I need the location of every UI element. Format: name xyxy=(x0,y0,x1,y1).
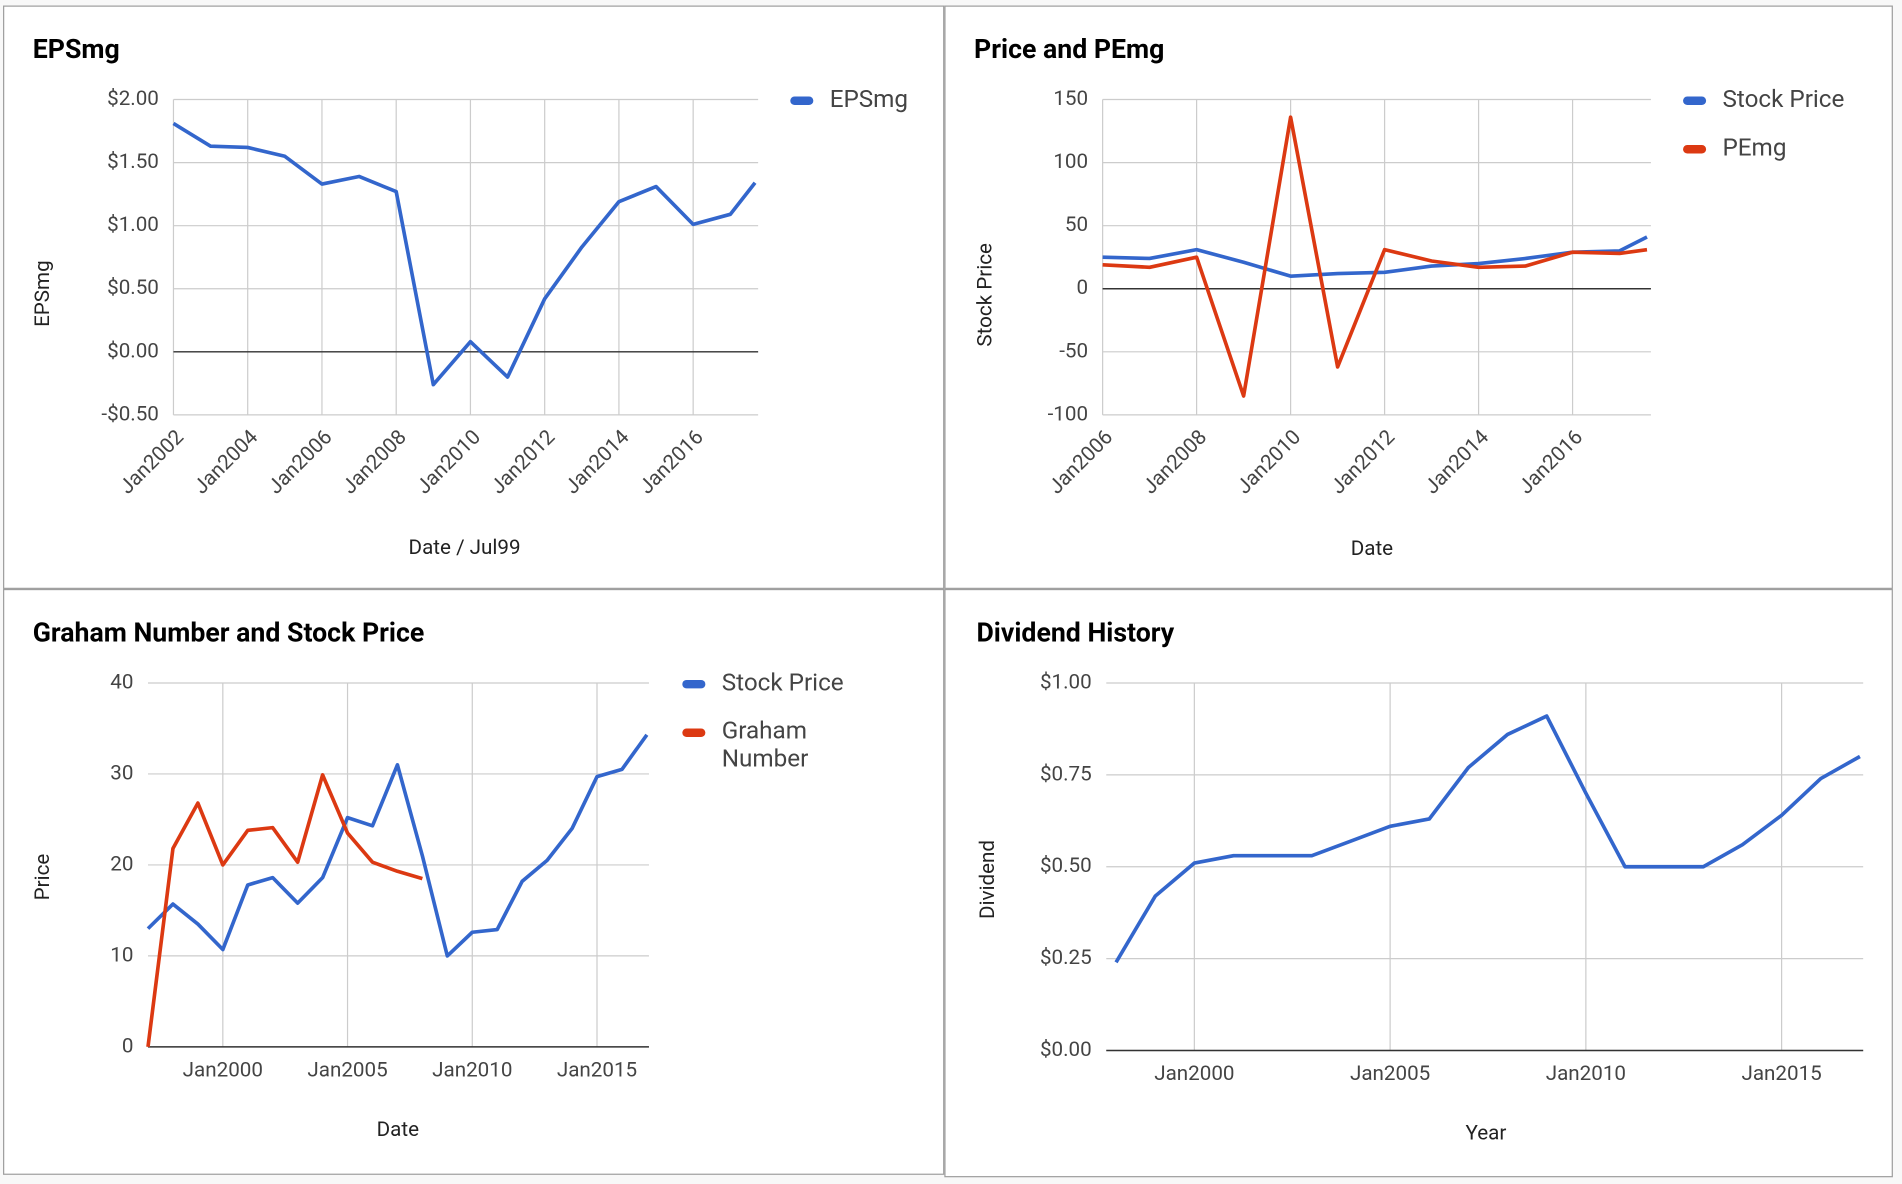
y-tick-label: 10 xyxy=(110,943,133,967)
x-tick-label: Jan2010 xyxy=(1546,1062,1626,1086)
legend-label: Stock Price xyxy=(1722,84,1844,113)
x-tick-label: Jan2010 xyxy=(432,1059,512,1083)
x-tick-label: Jan2015 xyxy=(1741,1062,1821,1086)
legend-label: Stock Price xyxy=(722,668,844,697)
y-tick-label: -50 xyxy=(1059,339,1088,363)
chart-title: Graham Number and Stock Price xyxy=(33,617,425,649)
y-tick-label: $0.50 xyxy=(1040,854,1092,878)
y-tick-label: $2.00 xyxy=(107,87,159,111)
panel xyxy=(3,588,945,1175)
y-axis-label: Dividend xyxy=(976,840,1000,919)
y-axis-label: Stock Price xyxy=(974,243,998,347)
y-tick-label: $1.00 xyxy=(1040,670,1092,694)
y-axis-label: Price xyxy=(31,854,55,901)
legend-label: PEmg xyxy=(1722,133,1786,162)
y-tick-label: 100 xyxy=(1053,150,1088,174)
y-tick-label: $0.00 xyxy=(1040,1038,1092,1062)
series-line xyxy=(1114,714,1861,964)
x-axis-label: Date xyxy=(377,1118,419,1142)
y-tick-label: $1.00 xyxy=(107,213,159,237)
y-tick-label: 0 xyxy=(122,1034,134,1058)
y-tick-label: $0.25 xyxy=(1040,946,1092,970)
panel xyxy=(944,588,1893,1178)
y-tick-label: -$0.50 xyxy=(101,402,158,426)
y-tick-label: $0.00 xyxy=(107,339,159,363)
chart-title: Price and PEmg xyxy=(974,33,1164,65)
legend-label: EPSmg xyxy=(830,84,908,113)
chart-title: Dividend History xyxy=(976,617,1174,649)
x-tick-label: Jan2005 xyxy=(307,1059,387,1083)
x-axis-label: Date / Jul99 xyxy=(409,536,521,560)
y-tick-label: 30 xyxy=(110,761,133,785)
x-axis-label: Date xyxy=(1351,537,1393,561)
panel xyxy=(3,5,945,589)
series-line xyxy=(146,733,649,958)
series-line xyxy=(146,773,423,1048)
y-tick-label: 40 xyxy=(110,670,133,694)
y-tick-label: 20 xyxy=(110,852,133,876)
series-line xyxy=(1102,115,1648,398)
y-tick-label: $0.50 xyxy=(107,276,159,300)
x-tick-label: Jan2015 xyxy=(557,1059,637,1083)
series-line xyxy=(172,121,757,387)
x-tick-label: Jan2005 xyxy=(1350,1062,1430,1086)
y-tick-label: 150 xyxy=(1053,87,1088,111)
y-axis-label: EPSmg xyxy=(31,260,55,327)
x-tick-label: Jan2000 xyxy=(183,1059,263,1083)
y-tick-label: 50 xyxy=(1065,213,1088,237)
y-tick-label: -100 xyxy=(1048,402,1088,426)
y-tick-label: 0 xyxy=(1076,276,1088,300)
legend-label: Graham Number xyxy=(722,716,813,773)
y-tick-label: $0.75 xyxy=(1040,762,1092,786)
x-axis-label: Year xyxy=(1466,1122,1507,1146)
chart-title: EPSmg xyxy=(33,33,120,65)
y-tick-label: $1.50 xyxy=(107,150,159,174)
x-tick-label: Jan2000 xyxy=(1154,1062,1234,1086)
